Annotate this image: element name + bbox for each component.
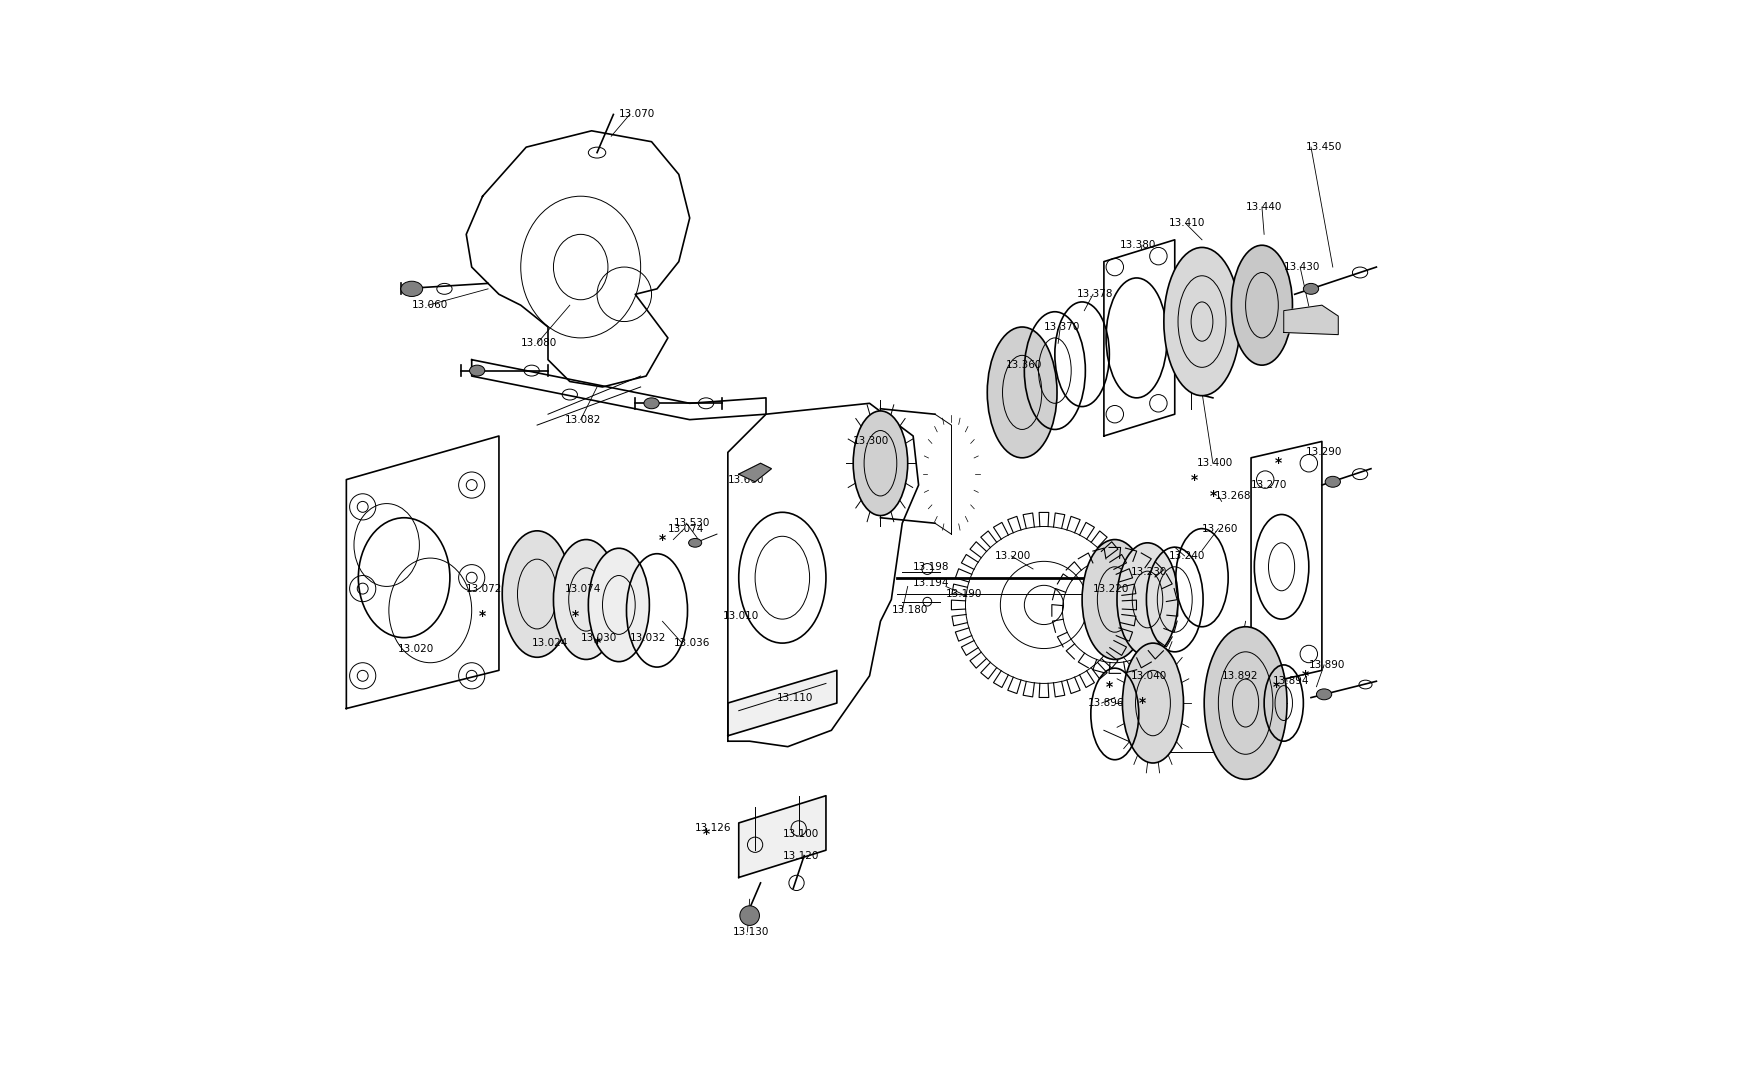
Polygon shape <box>738 796 826 877</box>
Text: 13.100: 13.100 <box>782 828 819 839</box>
Text: 13.660: 13.660 <box>728 474 765 485</box>
Ellipse shape <box>588 548 649 662</box>
Text: *: * <box>1106 680 1113 693</box>
Ellipse shape <box>401 281 424 296</box>
Text: 13.300: 13.300 <box>854 436 889 447</box>
Ellipse shape <box>469 365 485 376</box>
Text: 13.130: 13.130 <box>733 926 770 937</box>
Text: 13.024: 13.024 <box>532 638 569 649</box>
Text: 13.074: 13.074 <box>668 523 704 534</box>
Text: 13.060: 13.060 <box>411 300 448 311</box>
Ellipse shape <box>1325 476 1340 487</box>
Polygon shape <box>728 670 836 736</box>
Text: 13.230: 13.230 <box>1130 567 1167 578</box>
Text: *: * <box>1302 669 1309 682</box>
Ellipse shape <box>1164 247 1241 396</box>
Text: *: * <box>1190 473 1199 486</box>
Text: *: * <box>1209 489 1216 502</box>
Text: *: * <box>1139 697 1146 710</box>
Text: 13.126: 13.126 <box>695 823 731 834</box>
Text: *: * <box>572 609 579 622</box>
Polygon shape <box>1104 240 1174 436</box>
Text: 13.410: 13.410 <box>1169 218 1206 229</box>
Text: 13.896: 13.896 <box>1087 698 1124 708</box>
Text: 13.072: 13.072 <box>466 583 502 594</box>
Text: 13.440: 13.440 <box>1246 202 1283 213</box>
Text: 13.198: 13.198 <box>914 561 950 572</box>
Ellipse shape <box>1082 540 1148 659</box>
Text: 13.194: 13.194 <box>914 578 950 589</box>
Ellipse shape <box>1304 283 1320 294</box>
Text: 13.270: 13.270 <box>1251 480 1288 491</box>
Ellipse shape <box>502 531 572 657</box>
Text: 13.894: 13.894 <box>1272 676 1309 687</box>
Ellipse shape <box>644 398 660 409</box>
Ellipse shape <box>1232 245 1293 365</box>
Text: 13.892: 13.892 <box>1222 670 1258 681</box>
Polygon shape <box>1251 441 1321 687</box>
Text: 13.180: 13.180 <box>891 605 928 616</box>
Text: *: * <box>480 609 487 622</box>
Text: 13.240: 13.240 <box>1169 550 1206 561</box>
Text: 13.032: 13.032 <box>630 632 667 643</box>
Text: 13.370: 13.370 <box>1045 322 1080 332</box>
Text: *: * <box>1274 457 1281 470</box>
Text: 13.020: 13.020 <box>397 643 434 654</box>
Text: 13.890: 13.890 <box>1309 659 1346 670</box>
Text: 13.268: 13.268 <box>1214 490 1251 501</box>
Text: 13.430: 13.430 <box>1284 262 1320 272</box>
Text: 13.260: 13.260 <box>1202 523 1239 534</box>
Text: 13.030: 13.030 <box>581 632 618 643</box>
Text: 13.120: 13.120 <box>782 850 819 861</box>
Text: 13.082: 13.082 <box>564 414 600 425</box>
Ellipse shape <box>854 411 908 516</box>
Text: *: * <box>1272 680 1279 693</box>
Text: *: * <box>702 827 709 840</box>
Text: 13.010: 13.010 <box>723 610 760 621</box>
Polygon shape <box>738 463 772 482</box>
Text: 13.530: 13.530 <box>674 518 710 529</box>
Text: 13.110: 13.110 <box>777 692 814 703</box>
Text: 13.070: 13.070 <box>620 109 654 120</box>
Text: 13.220: 13.220 <box>1094 583 1129 594</box>
Text: *: * <box>660 533 667 546</box>
Polygon shape <box>346 436 499 708</box>
Text: 13.290: 13.290 <box>1306 447 1342 458</box>
Text: 13.080: 13.080 <box>522 338 556 349</box>
Ellipse shape <box>1204 627 1286 779</box>
Text: 13.378: 13.378 <box>1076 289 1113 300</box>
Text: 13.200: 13.200 <box>996 550 1031 561</box>
Text: 13.036: 13.036 <box>674 638 710 649</box>
Ellipse shape <box>1122 643 1183 763</box>
Text: 13.380: 13.380 <box>1120 240 1157 251</box>
Text: 13.400: 13.400 <box>1197 458 1232 469</box>
Ellipse shape <box>1116 543 1178 656</box>
Ellipse shape <box>688 538 702 547</box>
Polygon shape <box>1284 305 1339 335</box>
Text: 13.074: 13.074 <box>564 583 600 594</box>
Polygon shape <box>728 403 919 747</box>
Circle shape <box>740 906 760 925</box>
Text: 13.040: 13.040 <box>1130 670 1167 681</box>
Ellipse shape <box>1316 689 1332 700</box>
Ellipse shape <box>553 540 620 659</box>
Text: 13.360: 13.360 <box>1006 360 1043 371</box>
Ellipse shape <box>987 327 1057 458</box>
Text: 13.450: 13.450 <box>1306 142 1342 153</box>
Text: 13.190: 13.190 <box>945 589 982 600</box>
Text: *: * <box>593 637 600 650</box>
